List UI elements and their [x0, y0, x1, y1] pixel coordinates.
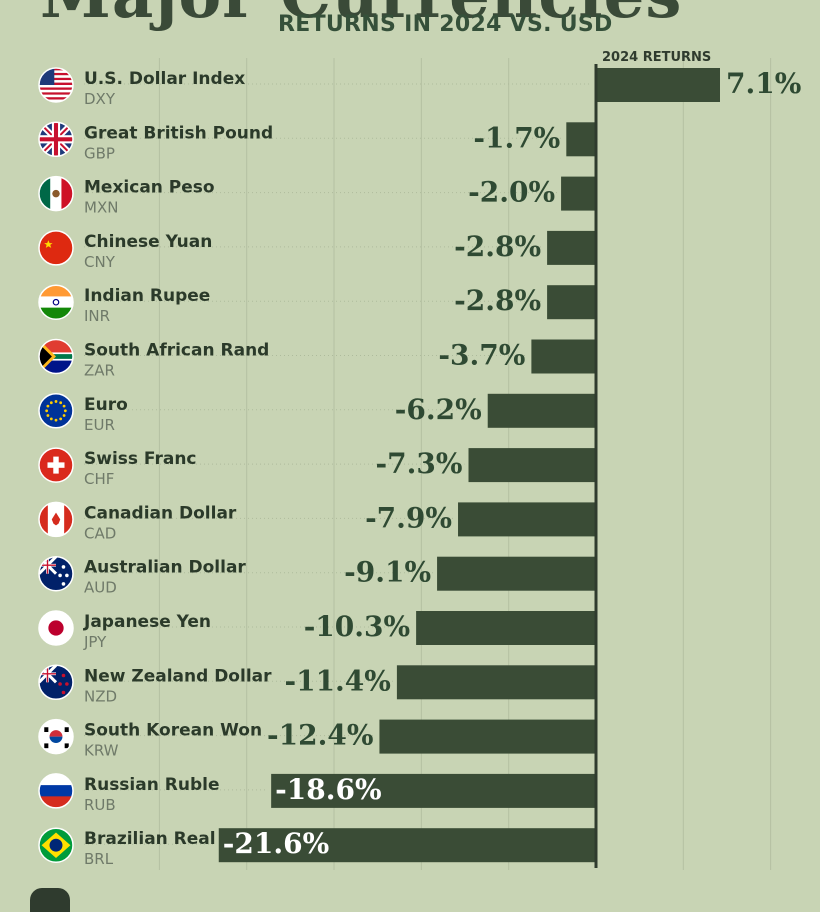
uk-flag-icon — [38, 121, 74, 158]
india-flag-icon — [38, 284, 74, 320]
currency-code: RUB — [84, 796, 116, 814]
currency-name: Mexican Peso — [84, 178, 215, 198]
bar — [468, 448, 596, 483]
south-korea-flag-icon — [38, 718, 74, 755]
currency-name: Brazilian Real — [84, 829, 216, 849]
bar-value-label: -21.6% — [223, 827, 329, 860]
currency-name: Japanese Yen — [83, 612, 211, 632]
bar-value-label: -18.6% — [275, 773, 381, 806]
currency-code: CAD — [84, 524, 116, 542]
bar — [458, 502, 596, 537]
currency-code: CHF — [84, 470, 114, 488]
currency-code: NZD — [84, 687, 117, 705]
canada-flag-icon — [38, 501, 74, 538]
bar-value-label: -7.9% — [365, 501, 452, 534]
bar — [437, 556, 596, 591]
currency-code: GBP — [84, 144, 115, 162]
currency-name: Russian Ruble — [84, 775, 219, 795]
currency-name: Canadian Dollar — [84, 503, 237, 523]
mexico-flag-icon — [38, 175, 74, 212]
bar-value-label: -6.2% — [395, 393, 482, 426]
bar-value-label: -11.4% — [284, 664, 390, 697]
switzerland-flag-icon — [38, 447, 74, 483]
bar — [379, 719, 596, 754]
new-zealand-flag-icon — [38, 664, 74, 701]
eu-flag-icon — [38, 393, 74, 429]
bar — [547, 285, 596, 320]
currency-name: South African Rand — [84, 341, 269, 361]
bar — [596, 68, 720, 102]
chart-title: Major Currencies — [40, 0, 682, 33]
currency-code: BRL — [84, 850, 114, 868]
bar-value-label: -12.4% — [267, 719, 373, 752]
bar — [416, 611, 596, 645]
china-flag-icon — [38, 230, 74, 266]
bar — [566, 122, 596, 157]
bar-value-label: -7.3% — [376, 447, 463, 480]
bar-value-label: -9.1% — [344, 556, 431, 589]
currency-code: CNY — [84, 253, 116, 271]
currency-name: New Zealand Dollar — [84, 666, 272, 686]
south-africa-flag-icon — [38, 338, 74, 375]
currency-name: Indian Rupee — [84, 286, 210, 306]
bar — [271, 773, 596, 808]
bar-value-label: 7.1% — [726, 67, 801, 100]
brazil-flag-icon — [38, 827, 74, 863]
russia-flag-icon — [38, 773, 74, 809]
bar — [531, 339, 596, 374]
bar — [218, 828, 596, 863]
currency-name: Australian Dollar — [84, 558, 246, 578]
bar-value-label: -2.0% — [468, 176, 555, 209]
bar — [487, 393, 596, 428]
currency-code: EUR — [84, 416, 115, 434]
currency-code: AUD — [84, 579, 117, 597]
japan-flag-icon — [38, 610, 74, 646]
bar-value-label: -1.7% — [473, 121, 560, 154]
bar-value-label: -2.8% — [454, 230, 541, 263]
bar-value-label: -2.8% — [454, 284, 541, 317]
currency-name: Chinese Yuan — [84, 232, 212, 252]
chart-subtitle: RETURNS IN 2024 VS. USD — [278, 12, 613, 37]
currency-name: South Korean Won — [84, 721, 262, 741]
us-flag-icon — [38, 67, 74, 103]
currency-name: Great British Pound — [84, 123, 273, 143]
currency-code: DXY — [84, 90, 116, 108]
currency-name: Swiss Franc — [84, 449, 197, 469]
currency-name: Euro — [84, 395, 128, 415]
bar-value-label: -10.3% — [304, 610, 410, 643]
bar — [396, 665, 596, 700]
column-header: 2024 RETURNS — [602, 50, 711, 65]
currency-code: MXN — [84, 199, 118, 217]
currency-code: JPY — [83, 633, 107, 651]
bar — [561, 176, 596, 211]
australia-flag-icon — [38, 555, 74, 592]
currency-code: INR — [84, 307, 110, 325]
currency-code: KRW — [84, 742, 119, 760]
currency-name: U.S. Dollar Index — [84, 69, 245, 89]
bar — [547, 230, 596, 265]
brand-logo-icon — [30, 888, 70, 912]
bar-value-label: -3.7% — [438, 339, 525, 372]
currency-code: ZAR — [84, 362, 115, 380]
